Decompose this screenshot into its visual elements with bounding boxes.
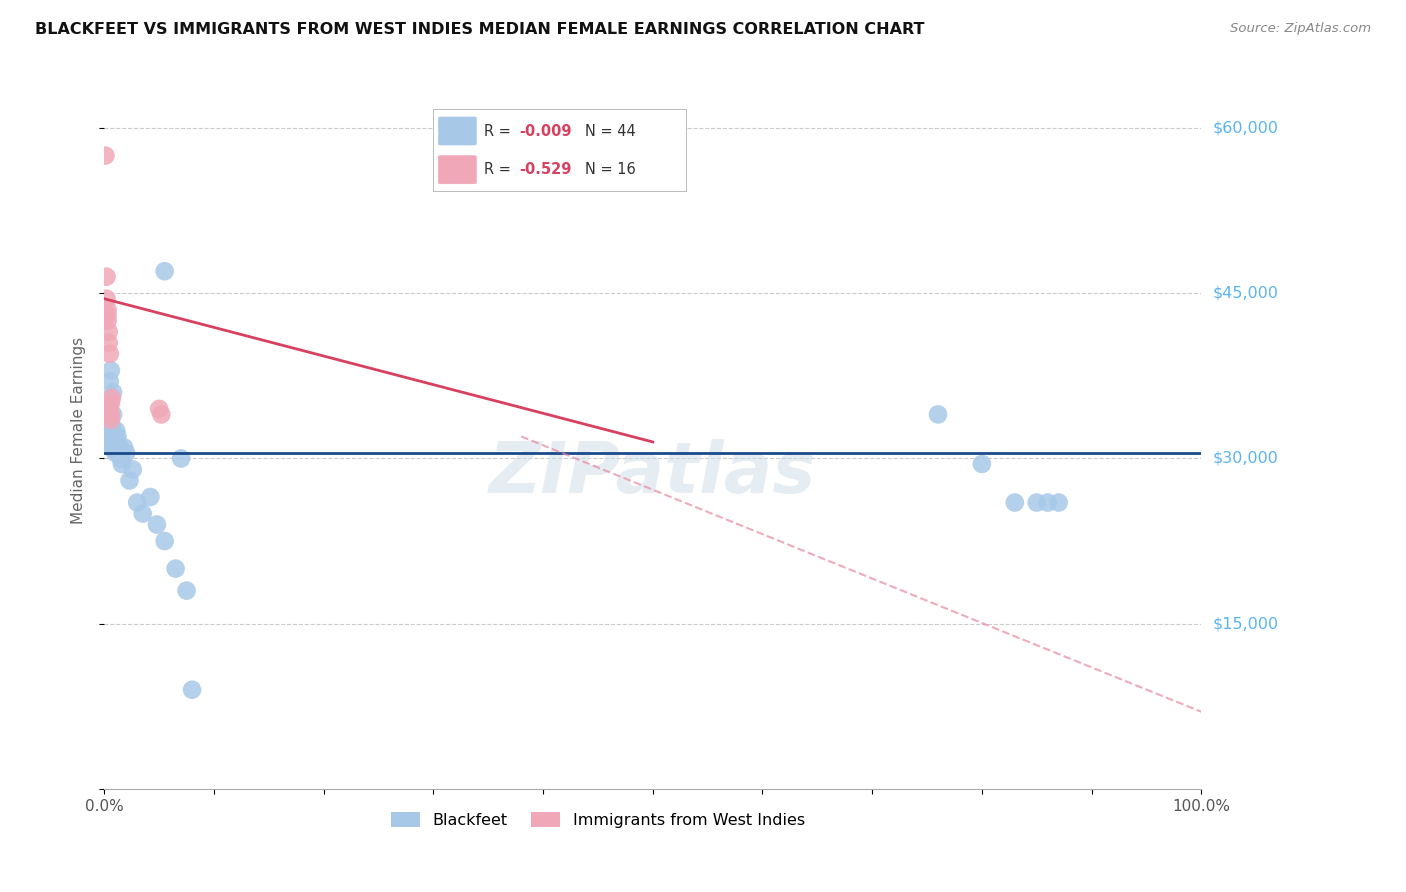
Text: $15,000: $15,000 — [1212, 616, 1278, 632]
Point — [107, 446, 129, 460]
Point — [115, 446, 138, 460]
Point — [970, 457, 993, 471]
Point — [1025, 495, 1047, 509]
Point — [153, 534, 176, 549]
Text: $60,000: $60,000 — [1212, 120, 1278, 136]
Point — [105, 441, 128, 455]
Text: Source: ZipAtlas.com: Source: ZipAtlas.com — [1230, 22, 1371, 36]
Point — [97, 401, 120, 416]
Point — [97, 314, 120, 328]
Point — [153, 264, 176, 278]
Point — [98, 347, 121, 361]
Point — [107, 429, 129, 443]
Point — [97, 335, 120, 350]
Point — [97, 325, 120, 339]
Text: $30,000: $30,000 — [1212, 451, 1278, 466]
Point — [101, 385, 124, 400]
Point — [148, 401, 170, 416]
Point — [96, 292, 118, 306]
Point — [170, 451, 193, 466]
Point — [100, 441, 122, 455]
Legend: Blackfeet, Immigrants from West Indies: Blackfeet, Immigrants from West Indies — [384, 805, 811, 835]
Point — [176, 583, 198, 598]
Y-axis label: Median Female Earnings: Median Female Earnings — [72, 337, 86, 524]
Point — [104, 429, 127, 443]
Point — [127, 495, 149, 509]
Point — [110, 451, 132, 466]
Point — [100, 396, 122, 410]
Point — [98, 375, 121, 389]
Point — [105, 424, 128, 438]
Point — [97, 418, 120, 433]
Point — [181, 682, 204, 697]
Point — [103, 441, 125, 455]
Point — [104, 441, 127, 455]
Point — [103, 434, 125, 449]
Point — [100, 413, 122, 427]
Point — [1004, 495, 1026, 509]
Point — [101, 429, 124, 443]
Point — [98, 401, 121, 416]
Point — [1047, 495, 1070, 509]
Point — [101, 418, 124, 433]
Text: BLACKFEET VS IMMIGRANTS FROM WEST INDIES MEDIAN FEMALE EARNINGS CORRELATION CHAR: BLACKFEET VS IMMIGRANTS FROM WEST INDIES… — [35, 22, 925, 37]
Point — [101, 408, 124, 422]
Point — [100, 363, 122, 377]
Point — [165, 561, 187, 575]
Text: $45,000: $45,000 — [1212, 285, 1278, 301]
Point — [112, 441, 135, 455]
Point — [101, 391, 124, 405]
Point — [98, 429, 121, 443]
Point — [1036, 495, 1059, 509]
Point — [150, 408, 173, 422]
Point — [108, 441, 131, 455]
Point — [97, 302, 120, 317]
Point — [146, 517, 169, 532]
Point — [121, 462, 143, 476]
Point — [107, 434, 129, 449]
Point — [97, 308, 120, 322]
Point — [118, 474, 141, 488]
Point — [139, 490, 162, 504]
Point — [927, 408, 949, 422]
Point — [94, 148, 117, 162]
Point — [131, 507, 153, 521]
Point — [100, 408, 122, 422]
Text: ZIPatlas: ZIPatlas — [489, 440, 817, 508]
Point — [96, 434, 118, 449]
Point — [96, 269, 118, 284]
Point — [111, 457, 134, 471]
Point — [104, 446, 127, 460]
